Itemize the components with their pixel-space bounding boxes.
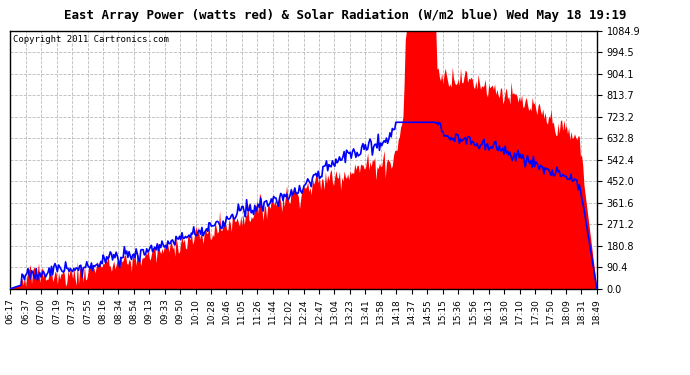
- Text: Copyright 2011 Cartronics.com: Copyright 2011 Cartronics.com: [13, 34, 169, 44]
- Text: East Array Power (watts red) & Solar Radiation (W/m2 blue) Wed May 18 19:19: East Array Power (watts red) & Solar Rad…: [63, 9, 627, 22]
